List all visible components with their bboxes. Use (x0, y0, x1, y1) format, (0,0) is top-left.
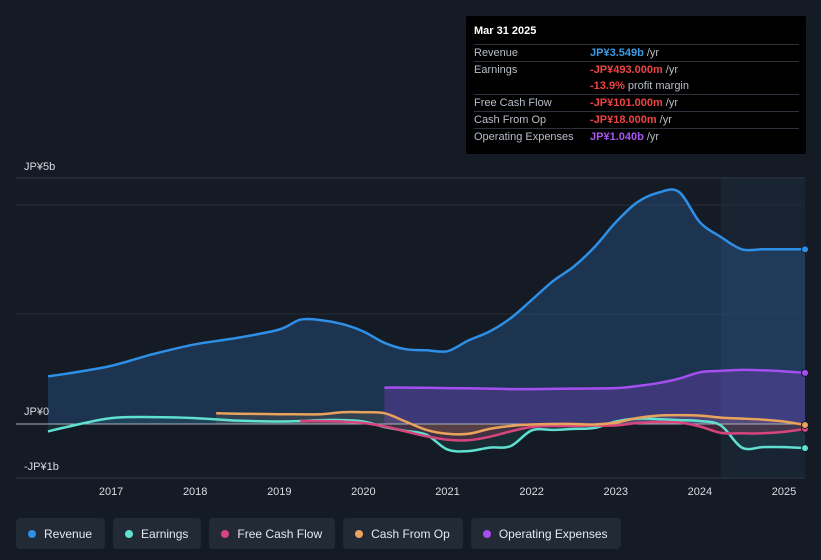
tooltip-row: Operating Expenses JP¥1.040b/yr (474, 128, 799, 145)
free-cash-flow-line (300, 419, 806, 442)
operating-expenses-endpoint (801, 368, 809, 377)
operating-expenses-area (384, 369, 805, 424)
tooltip-row: Earnings -JP¥493.000m/yr (474, 61, 799, 78)
cash-from-op-endpoint (801, 420, 809, 429)
earnings-line (47, 415, 806, 453)
tooltip-row: -13.9% profit margin (474, 78, 799, 94)
legend-label: Earnings (141, 526, 189, 541)
tooltip-row-label: Operating Expenses (474, 131, 574, 143)
tooltip-row-label: Revenue (474, 47, 519, 59)
revenue-line (47, 188, 805, 378)
earnings-endpoint (801, 444, 809, 453)
x-tick-label: 2017 (99, 486, 123, 498)
x-tick-label: 2020 (351, 486, 375, 498)
tooltip-row-value: -JP¥101.000m (590, 97, 663, 109)
legend-label: Free Cash Flow (237, 526, 323, 541)
tooltip-row-unit: profit margin (627, 80, 689, 92)
tooltip-row-value: -13.9% (590, 80, 625, 92)
y-label-neg: -JP¥1b (24, 461, 59, 473)
legend-item-cash-from-op[interactable]: Cash From Op (343, 518, 463, 549)
x-tick-label: 2019 (267, 486, 291, 498)
x-tick-label: 2023 (604, 486, 628, 498)
tooltip-row-label (474, 78, 590, 94)
x-tick-label: 2024 (688, 486, 712, 498)
x-tick-label: 2021 (435, 486, 459, 498)
legend-dot-icon (125, 529, 134, 538)
legend-dot-icon (221, 529, 230, 538)
y-label-top: JP¥5b (24, 161, 55, 173)
y-label-zero: JP¥0 (24, 406, 49, 418)
revenue-area (48, 189, 805, 424)
cash-from-op-area (216, 412, 805, 435)
tooltip-row-label: Free Cash Flow (474, 97, 552, 109)
tooltip-row-unit: /yr (659, 114, 672, 126)
operating-expenses-line (384, 368, 806, 391)
x-tick-label: 2022 (519, 486, 543, 498)
legend: Revenue Earnings Free Cash Flow Cash From O… (16, 518, 621, 549)
legend-dot-icon (355, 529, 364, 538)
chart-canvas: JP¥5b JP¥0 -JP¥1b 2017 2018 2019 2020 2021 20… (16, 161, 809, 498)
tooltip-row-value: -JP¥18.000m (590, 114, 657, 126)
x-tick-label: 2025 (772, 486, 796, 498)
legend-item-revenue[interactable]: Revenue (16, 518, 106, 549)
tooltip-date: Mar 31 2025 (474, 25, 537, 37)
tooltip-row-unit: /yr (665, 97, 679, 109)
tooltip-row-value: JP¥1.040b (590, 131, 644, 143)
legend-label: Revenue (44, 526, 93, 541)
x-tick-label: 2018 (183, 486, 207, 498)
tooltip-row-unit: /yr (646, 131, 660, 143)
legend-dot-icon (28, 529, 36, 538)
tooltip-row-label: Cash From Op (474, 114, 547, 126)
legend-item-operating-expenses[interactable]: Operating Expenses (470, 518, 621, 549)
tooltip-row-value: JP¥3.549b (590, 47, 644, 59)
tooltip-row-unit: /yr (665, 64, 679, 76)
tooltip-row: Cash From Op -JP¥18.000m/yr (474, 111, 799, 128)
forecast-shade (720, 178, 805, 478)
legend-item-earnings[interactable]: Earnings (113, 518, 202, 549)
legend-item-free-cash-flow[interactable]: Free Cash Flow (209, 518, 336, 549)
legend-label: Operating Expenses (498, 526, 608, 541)
tooltip-panel: Mar 31 2025 Revenue JP¥3.549b/yr Earnings -… (466, 16, 806, 154)
cash-from-op-line (216, 410, 806, 436)
tooltip-row: Revenue JP¥3.549b/yr (474, 44, 799, 61)
tooltip-row: Free Cash Flow -JP¥101.000m/yr (474, 94, 799, 111)
tooltip-row-value: -JP¥493.000m (590, 64, 663, 76)
revenue-endpoint (801, 245, 809, 254)
legend-dot-icon (482, 529, 491, 538)
tooltip-row-unit: /yr (646, 47, 660, 59)
legend-label: Cash From Op (371, 526, 450, 541)
tooltip-row-label: Earnings (474, 64, 518, 76)
